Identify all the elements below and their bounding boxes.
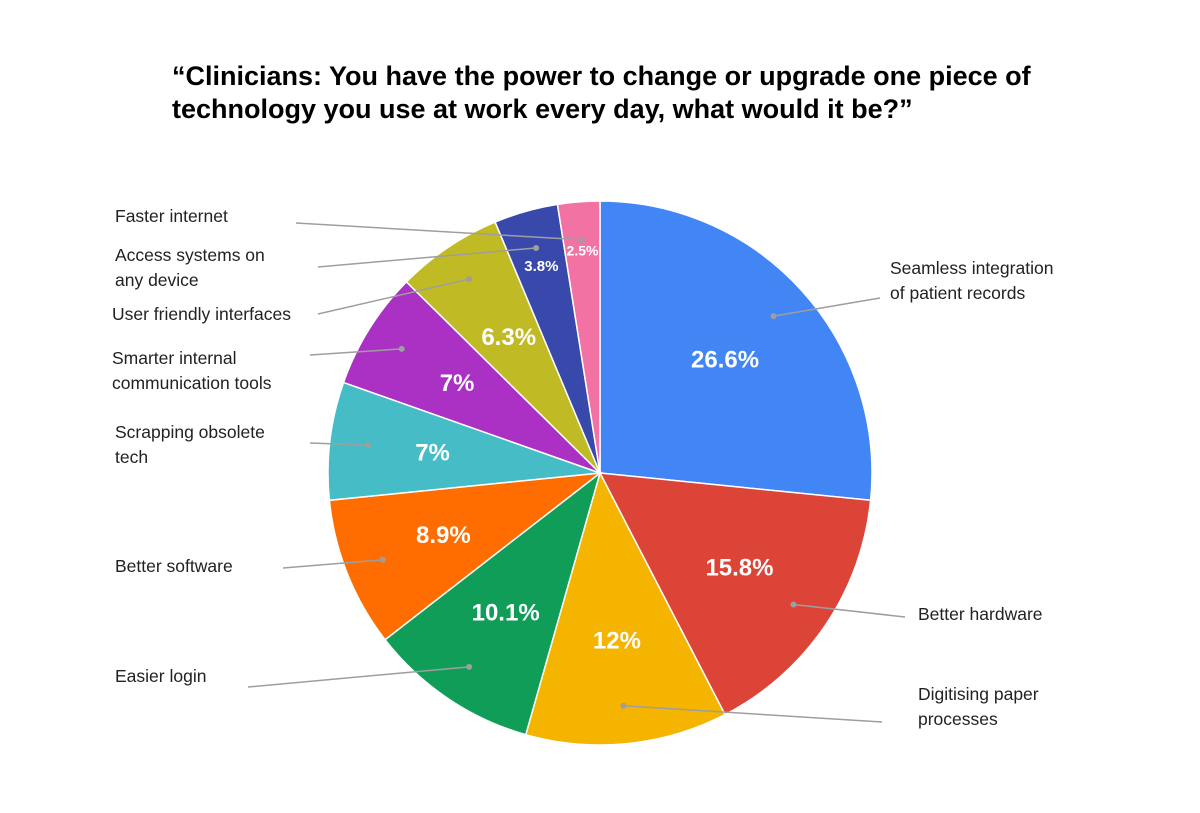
pie-slice [524, 470, 727, 746]
callout-dot [770, 313, 777, 320]
callout-line [247, 666, 470, 688]
pie-slice [328, 471, 603, 641]
chart-title: “Clinicians: You have the power to chang… [172, 61, 1031, 124]
callout-dot [364, 442, 371, 449]
slice-value-label: 2.5% [567, 243, 599, 259]
slice-value-label: 10.1% [472, 599, 540, 626]
callout-dot [620, 702, 627, 709]
callout-dot [466, 276, 473, 283]
slice-value-label: 8.9% [416, 522, 471, 549]
callout-dot [398, 345, 405, 352]
pie-slice [599, 200, 873, 502]
slice-value-label: 26.6% [691, 346, 759, 373]
slice-category-label: Smarter internal communication tools [112, 348, 272, 393]
callout-dot [533, 244, 540, 251]
pie-slice [327, 381, 601, 502]
pie-slice [598, 472, 872, 716]
slice-value-label: 15.8% [705, 554, 773, 581]
slice-category-label: Seamless integration of patient records [890, 258, 1053, 303]
slice-category-label: Better hardware [918, 604, 1043, 624]
slice-category-label: Digitising paper processes [918, 684, 1039, 729]
slice-value-label: 12% [593, 627, 641, 654]
slice-category-label: Scrapping obsolete tech [115, 422, 265, 467]
slice-value-label: 6.3% [481, 324, 536, 351]
pie-slice [556, 200, 601, 474]
slice-category-label: Access systems on any device [115, 245, 265, 290]
callout-dot [578, 236, 585, 243]
callout-line [793, 603, 906, 618]
callout-line [295, 222, 582, 241]
callout-line [317, 278, 470, 315]
slice-value-label: 7% [440, 370, 475, 397]
callout-dot [790, 601, 797, 608]
callout-dot [379, 556, 386, 563]
slice-value-label: 3.8% [524, 258, 558, 275]
callout-line [623, 704, 883, 723]
slice-category-label: Easier login [115, 666, 206, 686]
callout-line [309, 442, 368, 446]
slice-value-label: 7% [415, 439, 450, 466]
callout-line [317, 247, 537, 268]
slice-category-label: Better software [115, 556, 233, 576]
pie-slice [342, 280, 601, 474]
callout-line [282, 559, 383, 569]
callout-line [309, 348, 402, 356]
callout-dot [466, 663, 473, 670]
callout-line [773, 297, 881, 317]
slice-category-label: User friendly interfaces [112, 304, 291, 324]
slice-category-label: Faster internet [115, 206, 228, 226]
